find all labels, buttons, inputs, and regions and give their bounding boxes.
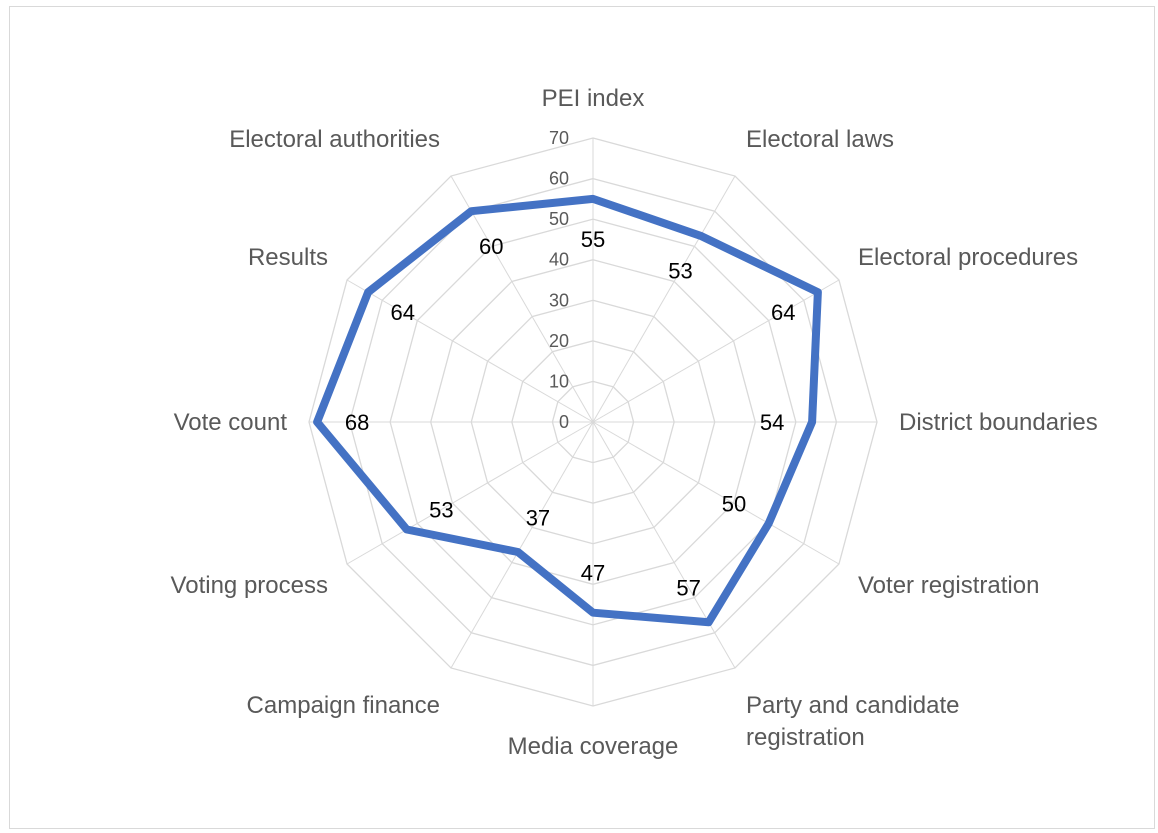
axis-tick-label: 50 <box>549 209 569 229</box>
data-label: 64 <box>391 300 415 325</box>
data-label: 60 <box>479 234 503 259</box>
category-label: Vote count <box>174 409 288 436</box>
axis-tick-label: 0 <box>559 412 569 432</box>
grid-spoke <box>592 279 840 423</box>
chart-area <box>9 6 1155 829</box>
category-label: PEI index <box>542 85 645 112</box>
data-label: 47 <box>581 561 605 586</box>
category-label: Results <box>248 244 328 271</box>
category-label: Electoral procedures <box>858 244 1078 271</box>
axis-tick-label: 10 <box>549 371 569 391</box>
data-label: 68 <box>345 410 369 435</box>
grid-spoke <box>592 175 736 423</box>
data-label: 53 <box>668 258 692 283</box>
category-label: Media coverage <box>508 733 679 760</box>
category-label: Voting process <box>171 572 328 599</box>
data-label: 55 <box>581 227 605 252</box>
category-label: Voter registration <box>858 572 1039 599</box>
category-label: Campaign finance <box>247 692 440 719</box>
category-label: District boundaries <box>899 409 1098 436</box>
category-label: Electoral authorities <box>229 126 440 153</box>
data-label: 57 <box>676 576 700 601</box>
grid-spoke <box>450 175 594 423</box>
category-label: Party and candidate <box>746 692 959 719</box>
category-label: registration <box>746 724 865 751</box>
series-line <box>313 194 822 627</box>
grid-spoke <box>346 421 594 565</box>
data-label: 54 <box>760 410 784 435</box>
data-label: 50 <box>722 491 746 516</box>
axis-tick-label: 40 <box>549 250 569 270</box>
grid-spoke <box>592 421 840 565</box>
axis-tick-label: 20 <box>549 331 569 351</box>
grid-spoke <box>450 421 594 669</box>
data-label: 53 <box>429 498 453 523</box>
axis-tick-label: 60 <box>549 169 569 189</box>
axis-tick-label: 30 <box>549 290 569 310</box>
grid-spoke <box>346 279 594 423</box>
category-label: Electoral laws <box>746 126 894 153</box>
axis-tick-label: 70 <box>549 128 569 148</box>
data-label: 37 <box>526 505 550 530</box>
grid-spoke <box>592 421 736 669</box>
data-label: 64 <box>771 300 795 325</box>
